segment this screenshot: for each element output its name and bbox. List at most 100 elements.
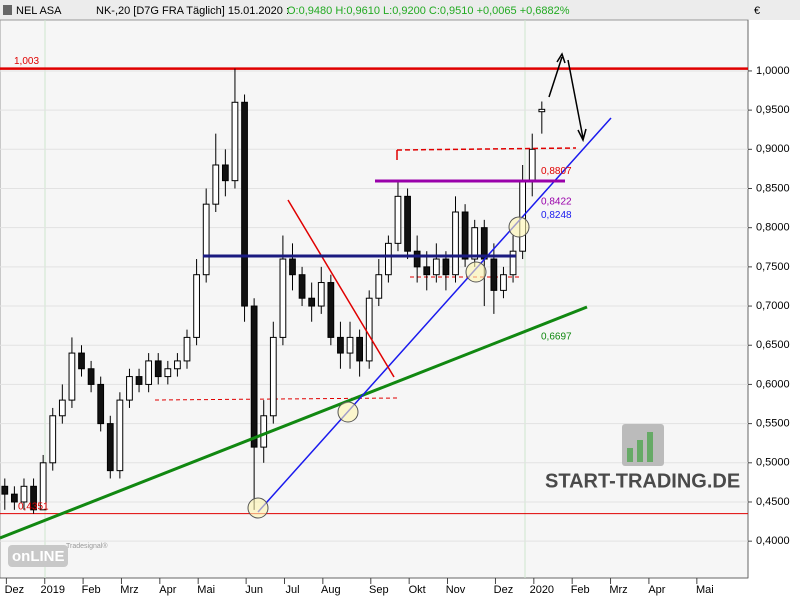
- y-tick-label: 0,9000: [756, 143, 790, 155]
- arrow: [567, 59, 587, 143]
- level-label: 0,8248: [541, 210, 572, 221]
- candle-body: [279, 258, 287, 338]
- x-tick-label: 2019: [41, 584, 65, 596]
- y-tick-label: 0,6000: [756, 378, 790, 390]
- candle-body: [126, 376, 133, 401]
- candle-body: [413, 250, 421, 268]
- candle-body: [452, 211, 459, 276]
- x-tick-label: Jul: [285, 584, 299, 596]
- candle-body: [490, 258, 498, 291]
- x-tick-label: Okt: [409, 584, 426, 596]
- header-bar: [0, 0, 800, 20]
- y-tick-label: 0,4500: [756, 496, 790, 508]
- candle-body: [394, 195, 402, 244]
- logo-sub: Tradesignal®: [66, 542, 108, 550]
- candle-body: [87, 368, 95, 385]
- candle-body: [346, 336, 354, 354]
- candle-body: [289, 258, 296, 276]
- candle-body: [154, 360, 162, 378]
- candle-body: [509, 250, 517, 276]
- candle-body: [404, 195, 411, 252]
- candle-body: [480, 227, 488, 260]
- level-label: 1,003: [14, 56, 39, 67]
- y-tick-label: 0,6500: [756, 339, 790, 351]
- info: NK-,20 [D7G FRA Täglich] 15.01.2020 :: [96, 5, 289, 17]
- candle-body: [317, 282, 325, 307]
- x-tick-label: Apr: [648, 584, 665, 596]
- candle-body: [461, 211, 469, 260]
- touch-circle: [247, 497, 269, 519]
- candle-body: [528, 148, 536, 182]
- candle-body: [432, 258, 440, 276]
- x-tick-label: 2020: [530, 584, 554, 596]
- logo-icon: [637, 440, 643, 462]
- quote: O:0,9480 H:0,9610 L:0,9200 C:0,9510 +0,0…: [287, 5, 570, 17]
- x-tick-label: Nov: [446, 584, 466, 596]
- candle-body: [78, 352, 85, 370]
- x-tick-label: Mrz: [120, 584, 138, 596]
- candle-body: [145, 360, 153, 385]
- symbol: NEL ASA: [16, 5, 62, 17]
- candle-body: [442, 258, 450, 276]
- horizontal-line: [396, 147, 577, 151]
- candle-body: [500, 274, 507, 291]
- candle-body: [183, 336, 191, 362]
- x-tick-label: Apr: [159, 584, 176, 596]
- level-label: 0,4351: [18, 501, 49, 512]
- logo-icon: [647, 432, 653, 462]
- candle-body: [308, 297, 316, 307]
- y-tick-label: 0,5000: [756, 457, 790, 469]
- trend-line: [287, 199, 395, 378]
- level-label: 0,8422: [541, 196, 572, 207]
- level-label: 0,6697: [541, 331, 572, 342]
- level-label: 0,8807: [541, 166, 572, 177]
- touch-circle: [465, 261, 487, 283]
- touch-circle: [508, 216, 530, 238]
- candle-body: [58, 399, 66, 417]
- y-tick-label: 0,9500: [756, 104, 790, 116]
- candle-body: [106, 423, 114, 472]
- candle-body: [365, 297, 373, 362]
- y-tick-label: 0,4000: [756, 535, 790, 547]
- candle-body: [538, 108, 546, 113]
- logo-box: [8, 545, 68, 567]
- candle-body: [385, 242, 392, 276]
- y-tick-label: 0,8000: [756, 222, 790, 234]
- x-tick-label: Feb: [82, 584, 101, 596]
- candle-body: [30, 485, 37, 511]
- arrow: [548, 52, 566, 98]
- trend-line: [0, 305, 588, 540]
- candle-body: [20, 485, 28, 503]
- candle-body: [116, 399, 124, 472]
- x-tick-label: Dez: [5, 584, 25, 596]
- x-tick-label: Mrz: [609, 584, 627, 596]
- watermark: START-TRADING.DE onLINE Tradesignal®: [8, 424, 740, 567]
- candle-body: [423, 266, 431, 276]
- y-tick-label: 1,0000: [756, 65, 790, 77]
- candle-body: [250, 305, 258, 448]
- candle-body: [11, 493, 18, 503]
- header-icon: [3, 5, 12, 15]
- candle-body: [135, 376, 143, 385]
- candle-body: [260, 415, 268, 448]
- candle-body: [231, 101, 239, 182]
- candle-body: [298, 274, 306, 299]
- candle-body: [68, 352, 76, 401]
- annotations: [0, 52, 612, 540]
- candle-body: [193, 274, 200, 338]
- trend-line: [257, 117, 612, 513]
- candle-body: [212, 164, 220, 205]
- candle-body: [337, 336, 344, 354]
- candle-body: [1, 485, 9, 495]
- candle-body: [471, 227, 479, 260]
- candle-body: [269, 336, 277, 417]
- x-tick-label: Feb: [571, 584, 590, 596]
- candles: [1, 68, 546, 514]
- logo-text: onLINE: [12, 548, 65, 565]
- candle-body: [49, 415, 57, 464]
- x-tick-label: Dez: [494, 584, 514, 596]
- x-tick-label: Jun: [245, 584, 263, 596]
- y-tick-label: 0,7500: [756, 261, 790, 273]
- candle-body: [356, 336, 363, 362]
- currency: €: [754, 5, 760, 17]
